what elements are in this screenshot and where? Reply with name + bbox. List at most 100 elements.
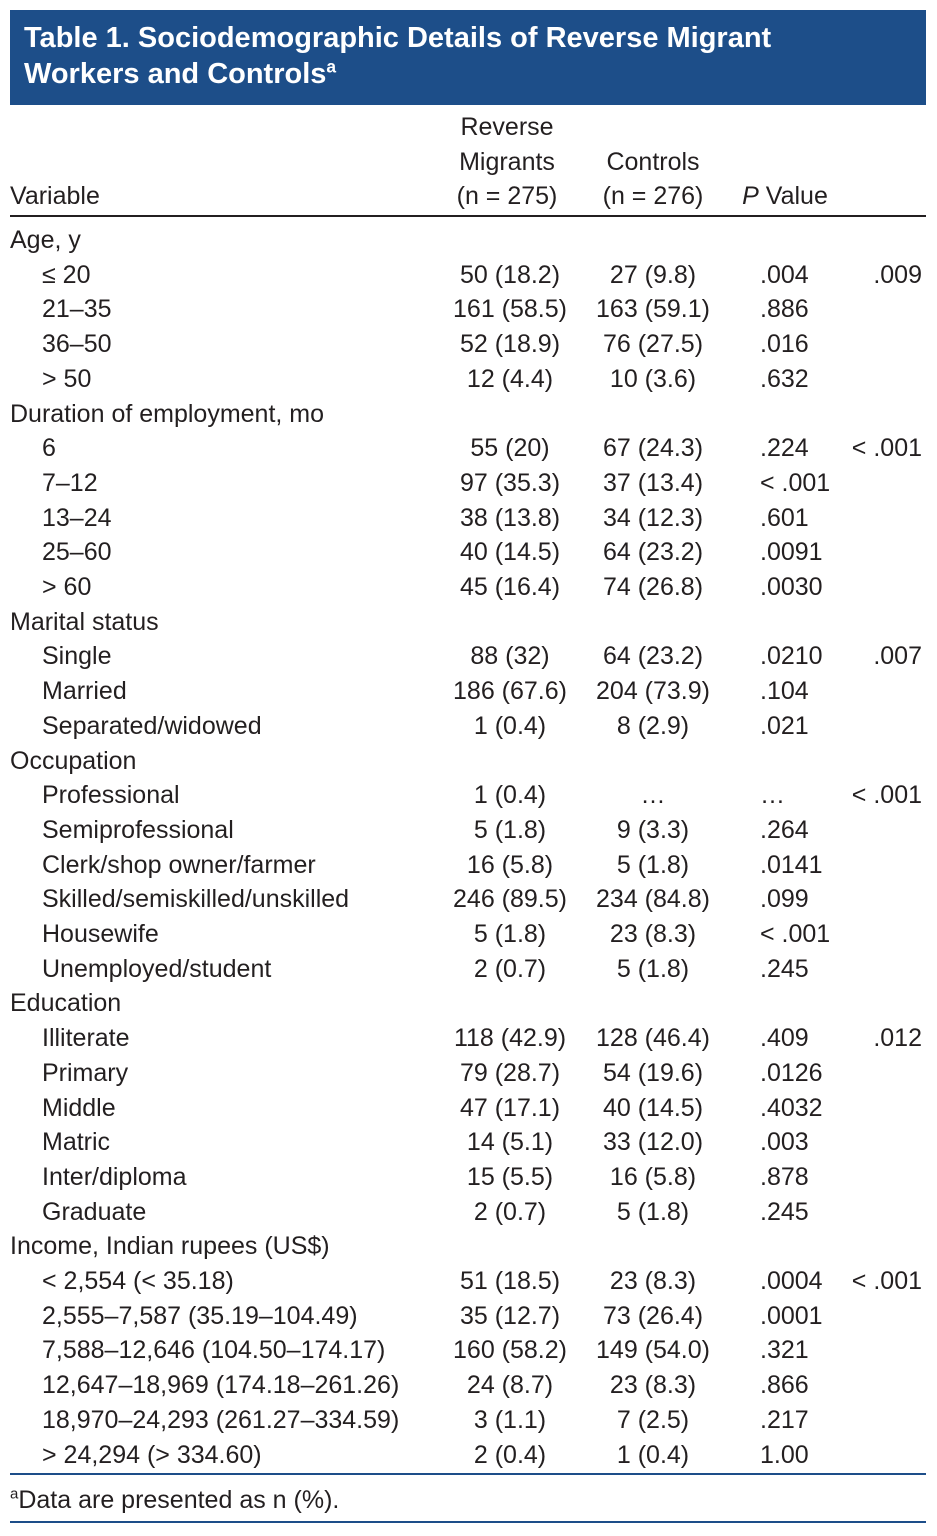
row-label: 13–24 xyxy=(42,503,112,532)
row-label: < 2,554 (< 35.18) xyxy=(42,1267,234,1295)
p-value-cell: .245 xyxy=(760,1197,809,1226)
p-value-cell: < .001 xyxy=(760,468,831,497)
row-label: > 50 xyxy=(42,364,92,393)
p-label: Value xyxy=(765,182,828,210)
row-label: Matric xyxy=(42,1128,111,1157)
overall-p-cell: < .001 xyxy=(851,781,922,810)
section-label: Education xyxy=(10,989,122,1018)
controls-cell: 23 (8.3) xyxy=(609,1371,697,1400)
p-value-cell: .245 xyxy=(760,954,809,983)
migrants-cell: 24 (8.7) xyxy=(466,1371,554,1400)
migrants-cell: 1 (0.4) xyxy=(473,711,547,740)
controls-cell: 5 (1.8) xyxy=(616,850,690,879)
row-label: Illiterate xyxy=(42,1024,130,1053)
overall-p-cell: .007 xyxy=(873,642,922,671)
migrants-cell: 246 (89.5) xyxy=(453,885,567,914)
row-label: Married xyxy=(42,677,127,706)
p-value-cell: .0030 xyxy=(760,573,823,601)
controls-cell: 5 (1.8) xyxy=(616,1197,690,1226)
migrants-cell: 40 (14.5) xyxy=(459,538,561,567)
controls-cell: 149 (54.0) xyxy=(596,1336,710,1365)
controls-cell: 8 (2.9) xyxy=(616,711,690,740)
footnote: aData are presented as n (%). xyxy=(10,1485,339,1515)
controls-cell: 204 (73.9) xyxy=(596,677,710,706)
p-value-cell: .409 xyxy=(760,1024,809,1053)
migrants-cell: 2 (0.7) xyxy=(473,954,547,983)
row-label: 7–12 xyxy=(42,468,98,497)
migrants-cell: 5 (1.8) xyxy=(473,815,547,844)
title-footnote-mark: a xyxy=(326,56,337,77)
p-value-cell: .217 xyxy=(760,1405,809,1434)
p-value-cell: .601 xyxy=(760,503,809,532)
row-label: Skilled/semiskilled/unskilled xyxy=(42,885,350,914)
p-value-cell: .0004 xyxy=(760,1267,823,1295)
migrants-cell: 55 (20) xyxy=(470,434,550,463)
p-value-cell: .016 xyxy=(760,330,809,359)
migrants-cell: 35 (12.7) xyxy=(459,1301,561,1330)
p-value-cell: .0141 xyxy=(760,850,823,879)
migrants-cell: 51 (18.5) xyxy=(459,1267,561,1295)
p-value-cell: .866 xyxy=(760,1371,809,1400)
p-value-cell: .0210 xyxy=(760,642,823,671)
migrants-cell: 79 (28.7) xyxy=(459,1058,561,1087)
migrants-cell: 3 (1.1) xyxy=(473,1405,547,1434)
controls-cell: 74 (26.8) xyxy=(602,573,704,601)
variable-header: Variable xyxy=(10,182,100,210)
p-value-cell: .0091 xyxy=(760,538,823,567)
migrants-cell: 15 (5.5) xyxy=(466,1162,554,1191)
migrants-cell: 52 (18.9) xyxy=(459,330,561,359)
row-label: Separated/widowed xyxy=(42,711,262,740)
controls-cell: 234 (84.8) xyxy=(596,885,710,914)
row-label: Single xyxy=(42,642,112,671)
controls-cell: 10 (3.6) xyxy=(609,364,697,393)
controls-cell: 23 (8.3) xyxy=(609,1267,697,1295)
controls-header: (n = 276) xyxy=(602,182,704,210)
controls-cell: 5 (1.8) xyxy=(616,954,690,983)
section-label: Occupation xyxy=(10,746,137,775)
controls-cell: 23 (8.3) xyxy=(609,920,697,948)
overall-p-cell: .012 xyxy=(873,1024,922,1053)
row-label: ≤ 20 xyxy=(42,260,91,289)
row-label: 25–60 xyxy=(42,538,112,567)
migrants-header: Migrants xyxy=(459,147,555,176)
controls-cell: 27 (9.8) xyxy=(609,260,697,289)
footnote-text: Data are presented as n (%). xyxy=(18,1486,340,1514)
overall-p-cell: .009 xyxy=(873,260,922,289)
row-label: 36–50 xyxy=(42,330,112,359)
controls-cell: 34 (12.3) xyxy=(602,503,704,532)
migrants-header: Reverse xyxy=(460,113,554,141)
p-value-cell: .021 xyxy=(760,711,809,740)
header-rule xyxy=(10,215,926,217)
controls-cell: 54 (19.6) xyxy=(602,1058,704,1087)
row-label: > 60 xyxy=(42,573,92,601)
row-label: Inter/diploma xyxy=(42,1162,187,1191)
controls-cell: 76 (27.5) xyxy=(602,330,704,359)
p-value-cell: .003 xyxy=(760,1128,809,1157)
migrants-cell: 38 (13.8) xyxy=(459,503,561,532)
row-label: Clerk/shop owner/farmer xyxy=(42,850,316,879)
row-label: Middle xyxy=(42,1093,116,1122)
row-label: 18,970–24,293 (261.27–334.59) xyxy=(42,1405,400,1434)
section-label: Income, Indian rupees (US$) xyxy=(10,1232,330,1261)
migrants-cell: 50 (18.2) xyxy=(459,260,561,289)
migrants-cell: 45 (16.4) xyxy=(459,573,561,601)
p-value-cell: .224 xyxy=(760,434,809,463)
migrants-cell: 1 (0.4) xyxy=(473,781,547,810)
migrants-cell: 88 (32) xyxy=(470,642,550,671)
row-label: 7,588–12,646 (104.50–174.17) xyxy=(42,1336,386,1365)
migrants-cell: 14 (5.1) xyxy=(466,1128,554,1157)
row-label: 2,555–7,587 (35.19–104.49) xyxy=(42,1301,358,1330)
controls-cell: 40 (14.5) xyxy=(602,1093,704,1122)
row-label: 6 xyxy=(42,434,56,463)
controls-cell: 16 (5.8) xyxy=(609,1162,697,1191)
controls-cell: 1 (0.4) xyxy=(616,1440,690,1469)
table-title: Table 1. Sociodemographic Details of Rev… xyxy=(24,20,884,92)
p-value-cell: .632 xyxy=(760,364,809,393)
p-value-cell: .264 xyxy=(760,815,809,844)
controls-cell: 37 (13.4) xyxy=(602,468,704,497)
overall-p-cell: < .001 xyxy=(851,434,922,463)
row-label: Graduate xyxy=(42,1197,147,1226)
migrants-cell: 2 (0.4) xyxy=(473,1440,547,1469)
migrants-header: (n = 275) xyxy=(456,182,558,210)
